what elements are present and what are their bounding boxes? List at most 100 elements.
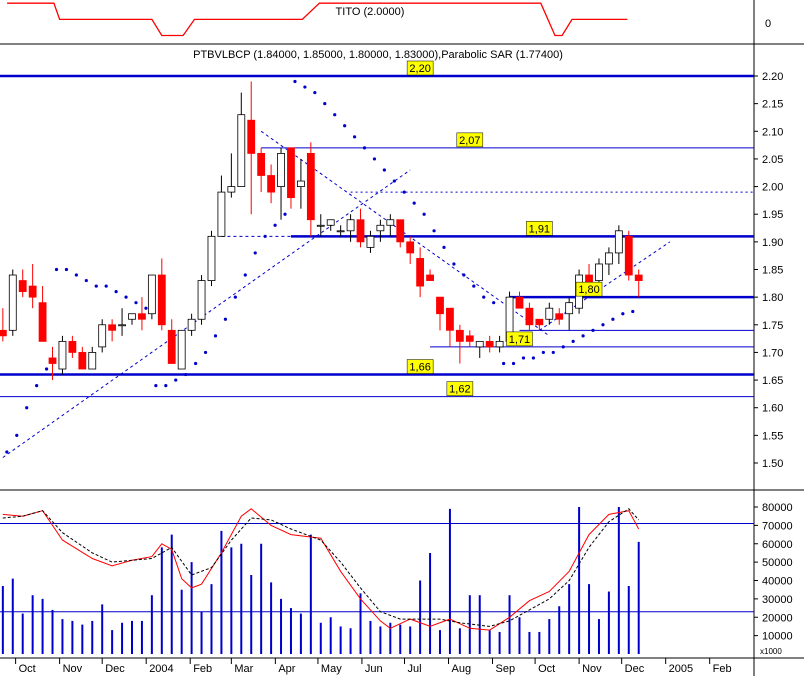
- level-label-box: [526, 221, 553, 236]
- psar-dot: [492, 301, 496, 305]
- psar-dot: [333, 113, 337, 117]
- candle-body: [68, 340, 77, 353]
- psar-dot: [203, 350, 208, 355]
- candle-body: [336, 230, 345, 233]
- psar-dot: [104, 284, 108, 288]
- level-label-box: [456, 132, 484, 148]
- price-tick-label: 1.50: [762, 458, 783, 470]
- psar-dot: [372, 157, 377, 161]
- month-label: Aug: [452, 663, 472, 675]
- psar-dot: [263, 234, 267, 238]
- price-tick-label: 1.65: [762, 375, 783, 387]
- level-label: 2,07: [459, 135, 480, 147]
- psar-dot: [462, 273, 466, 277]
- volume-unit-label: x1000: [760, 647, 782, 656]
- price-tick-label: 2.20: [762, 71, 783, 83]
- candle-body: [515, 296, 524, 309]
- candle-body: [18, 280, 27, 293]
- candle-body: [118, 324, 126, 327]
- candle-body: [297, 180, 305, 187]
- candle-body: [634, 274, 643, 281]
- level-label-box: [406, 60, 434, 76]
- candle-body: [147, 274, 156, 315]
- level-label: 1,66: [409, 362, 430, 374]
- candle-body: [485, 340, 494, 348]
- price-tick-label: 1.80: [762, 292, 783, 304]
- price-tick-label: 1.85: [762, 265, 783, 277]
- candle-body: [157, 274, 166, 326]
- candle-body: [38, 302, 47, 342]
- candle-body: [207, 235, 216, 281]
- candle-body: [535, 318, 544, 326]
- price-tick-label: 1.55: [762, 430, 783, 442]
- candle-body: [257, 152, 266, 176]
- candle-body: [525, 307, 534, 326]
- candle-body: [78, 352, 87, 370]
- psar-dot: [591, 328, 595, 332]
- psar-dot: [84, 278, 88, 283]
- psar-dot: [154, 384, 158, 388]
- psar-dot: [25, 406, 29, 410]
- psar-dot: [611, 317, 615, 321]
- month-label: 2005: [669, 663, 693, 675]
- psar-dot: [54, 267, 59, 272]
- psar-dot: [253, 251, 257, 255]
- psar-dot: [621, 312, 625, 316]
- psar-dot: [194, 361, 198, 366]
- psar-dot: [35, 384, 39, 388]
- price-tick-label: 1.75: [762, 320, 783, 332]
- psar-dot: [631, 309, 635, 314]
- psar-dot: [521, 356, 526, 360]
- candles: [0, 81, 643, 381]
- psar-dot: [293, 79, 297, 84]
- psar-dot: [472, 284, 476, 288]
- candle-body: [8, 274, 17, 331]
- price-tick-label: 2.05: [762, 154, 783, 166]
- candle-body: [177, 329, 186, 370]
- level-label: 1,62: [449, 384, 470, 396]
- volume-tick-label: 60000: [762, 539, 793, 551]
- tito-axis-tick: 0: [765, 18, 771, 30]
- volume-panel: x1000: [760, 647, 782, 656]
- psar-dot: [531, 356, 536, 360]
- level-label: 2,20: [409, 63, 430, 75]
- volume-tick-label: 40000: [762, 576, 793, 588]
- psar-dot: [243, 273, 247, 277]
- psar-dot: [174, 378, 178, 382]
- month-label: Nov: [582, 663, 602, 675]
- level-label-box: [406, 359, 434, 374]
- candle-body: [426, 274, 434, 281]
- psar-dot: [44, 367, 49, 371]
- candle-body: [356, 219, 365, 243]
- month-label: 2004: [149, 663, 173, 675]
- candle-body: [366, 235, 375, 248]
- psar-dot: [402, 190, 406, 194]
- volume-tick-label: 80000: [762, 502, 793, 514]
- tito-line: [7, 2, 628, 37]
- month-label: Apr: [278, 663, 295, 675]
- psar-dot: [362, 146, 367, 150]
- candle-body: [267, 175, 275, 193]
- candle-body: [237, 114, 246, 187]
- candle-body: [58, 340, 67, 370]
- month-label: Feb: [713, 663, 732, 675]
- level-label: 1,80: [578, 284, 599, 296]
- psar-dot: [511, 361, 516, 366]
- month-label: Sep: [496, 663, 516, 675]
- tito-title: TITO (2.0000): [336, 6, 405, 18]
- volume-average-line: [2, 508, 640, 627]
- psar-dot: [502, 361, 506, 366]
- psar-dot: [124, 295, 128, 299]
- candle-body: [346, 219, 355, 232]
- psar-dot: [164, 384, 168, 388]
- psar-dot: [432, 229, 436, 233]
- month-label: Mar: [234, 663, 253, 675]
- candle-body: [624, 235, 633, 276]
- month-label: Oct: [538, 663, 555, 675]
- volume-average-line: [2, 508, 640, 631]
- psar-dot: [184, 372, 188, 377]
- candle-body: [108, 324, 117, 331]
- psar-dot: [323, 102, 327, 106]
- candle-body: [545, 307, 554, 320]
